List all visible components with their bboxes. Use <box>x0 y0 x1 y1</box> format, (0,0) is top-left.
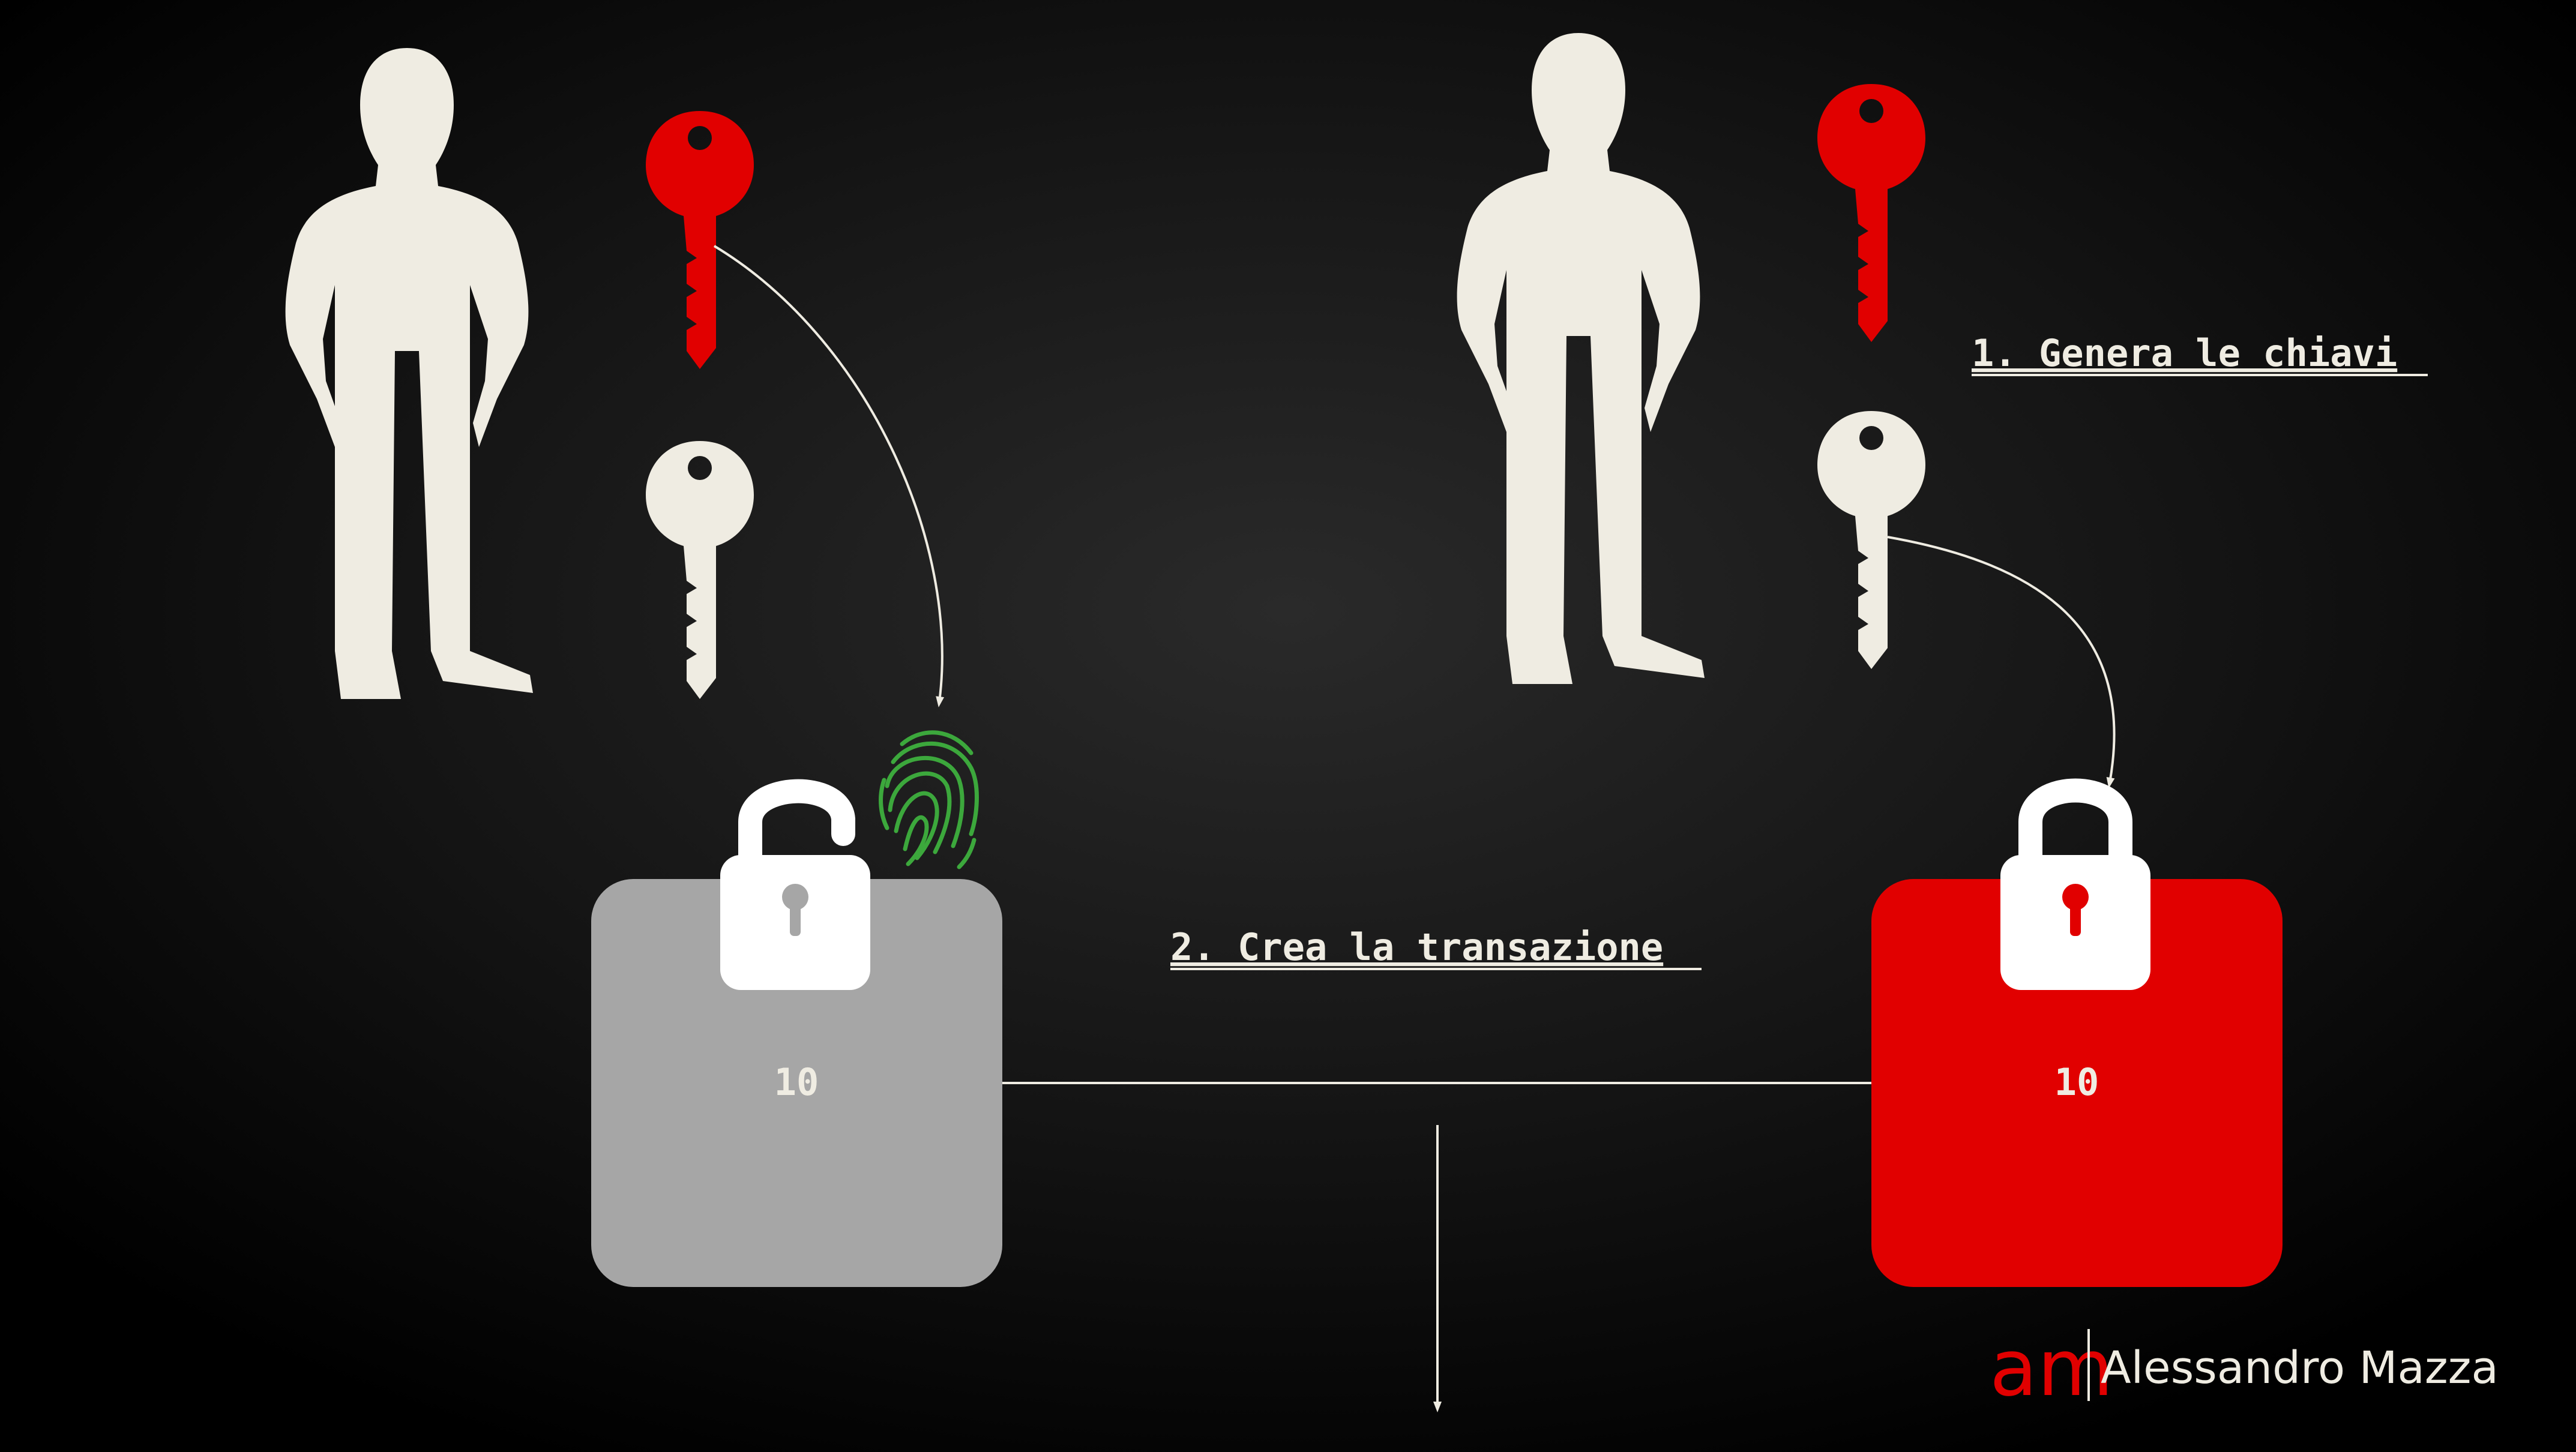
step-generate-keys: 1. Genera le chiavi <box>1972 331 2397 375</box>
right-box-value: 10 <box>2054 1060 2099 1104</box>
author-name: Alessandro Mazza <box>2101 1342 2499 1394</box>
step-create-transaction: 2. Crea la transazione <box>1170 925 1663 969</box>
padlock-open-icon <box>720 779 870 990</box>
lock-arrow <box>1887 536 2116 788</box>
left-value-box <box>591 879 1002 1287</box>
fingerprint-icon <box>879 730 979 869</box>
logo-letters: am <box>1990 1322 2113 1414</box>
right-value-box <box>1871 879 2283 1287</box>
sign-arrow <box>713 245 945 707</box>
padlock-closed-icon <box>2000 778 2150 990</box>
left-box-value: 10 <box>774 1060 819 1104</box>
author-logo: am Alessandro Mazza <box>1990 1322 2499 1414</box>
